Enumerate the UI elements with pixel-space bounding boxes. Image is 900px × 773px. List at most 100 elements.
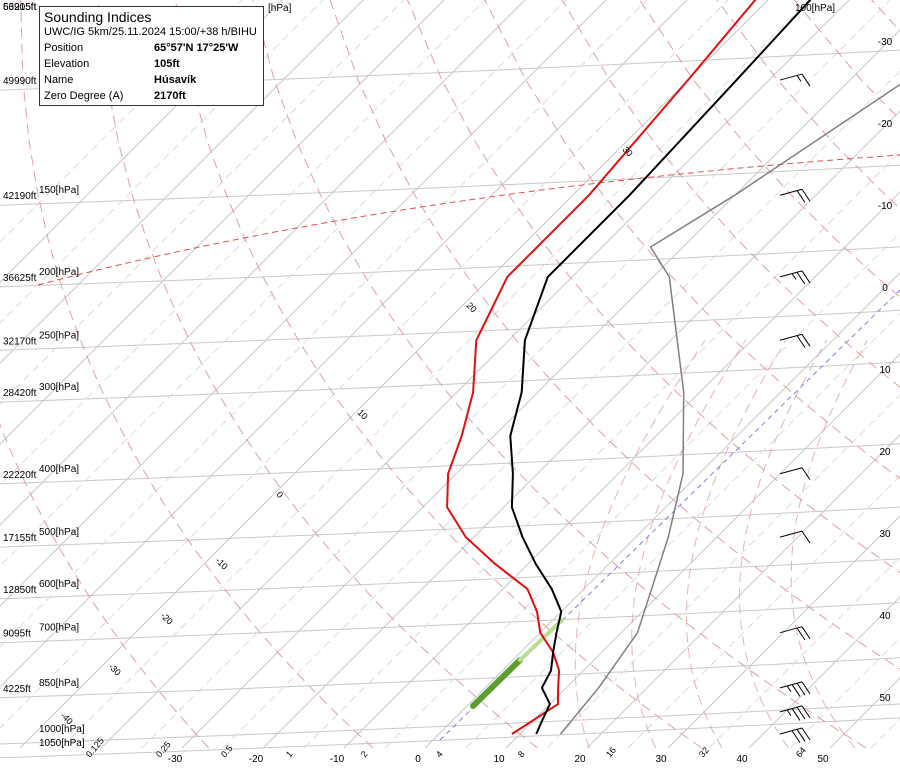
wind-barb-flag [801, 73, 811, 87]
isotherm-dashed-line [465, 313, 900, 749]
right-temperature-tick: 0 [882, 283, 888, 294]
wind-barb [779, 681, 811, 697]
top-pressure-label: 100[hPa] [795, 3, 835, 14]
isotherm-dashed-line [708, 556, 900, 749]
mixing-ratio-label: 4 [434, 749, 445, 759]
dry-adiabat-line [20, 0, 374, 749]
pressure-label: 200[hPa] [39, 267, 79, 278]
position-value: 65°57'N 17°25'W [154, 42, 239, 54]
wind-barb-flag [791, 730, 801, 743]
isotherm-line [343, 191, 900, 749]
bottom-temperature-tick: 20 [574, 754, 586, 765]
isobar-line [0, 602, 900, 644]
dry-adiabat-line [252, 0, 867, 749]
wind-barb-flag [791, 684, 801, 697]
wind-barb [779, 705, 811, 721]
mixing-ratio-label: 0.125 [84, 736, 106, 760]
altitude-label: 49990ft [3, 76, 37, 87]
pressure-label: 850[hPa] [39, 678, 79, 689]
wind-barb-staff [779, 705, 803, 713]
right-temperature-tick: 30 [879, 529, 891, 540]
isotherm-dashed-line [303, 151, 900, 749]
isotherm-line [424, 272, 900, 749]
wind-barb [779, 467, 811, 481]
wind-barb-flag [791, 708, 801, 721]
wind-barb-staff [779, 188, 803, 196]
dry-adiabat-line [406, 0, 900, 573]
right-temperature-tick: 40 [879, 611, 891, 622]
altitude-label: 4225ft [3, 684, 31, 695]
isotherm-dashed-line [0, 0, 729, 729]
isobar-line [0, 309, 900, 351]
pressure-label: 500[hPa] [39, 527, 79, 538]
pressure-label: 600[hPa] [39, 579, 79, 590]
wind-barb [779, 188, 811, 203]
right-temperature-tick: -10 [878, 201, 893, 212]
wind-barb-staff [779, 467, 803, 475]
dewpoint-profile [509, 0, 812, 735]
isotherm-dashed-line [222, 70, 900, 749]
right-temperature-tick: -20 [878, 119, 893, 130]
altitude-label: 9095ft [3, 629, 31, 640]
wind-barb-flag [801, 334, 811, 347]
pressure-label: 1000[hPa] [39, 724, 85, 735]
isotherm-line [0, 0, 688, 688]
axis-labels: 63215ft56905ft49990ft42190ft36625ft32170… [3, 2, 893, 765]
wind-barb-flag [796, 271, 806, 285]
mixing-ratio-label: 32 [697, 745, 711, 759]
wind-barb-flag [801, 626, 811, 639]
isotherm-line [0, 0, 445, 445]
wind-barb-flag [796, 729, 806, 742]
isotherm-line [586, 434, 900, 749]
wind-barbs [779, 73, 811, 743]
mixing-ratio-label: 2 [359, 749, 370, 759]
wind-barb-flag [796, 190, 806, 203]
wind-barb [779, 530, 811, 544]
isotherm-line [19, 0, 769, 749]
dry-adiabat-line [97, 0, 538, 749]
freezing-level-line [37, 154, 900, 286]
wind-barb-staff [779, 626, 803, 634]
isotherm-label: -30 [107, 661, 123, 677]
name-row: Name Húsavík [40, 72, 263, 88]
wind-barb-staff [779, 333, 803, 341]
wind-barb-flag [801, 705, 811, 719]
mixing-ratio-label: 64 [794, 745, 808, 759]
isobar-line [0, 717, 900, 759]
moist-adiabat-line [790, 340, 868, 749]
altitude-label: 36625ft [3, 273, 37, 284]
moist-adiabat-line [738, 340, 828, 749]
pressure-label: 1050[hPa] [39, 738, 85, 749]
pressure-label: 300[hPa] [39, 382, 79, 393]
bottom-temperature-tick: 30 [655, 754, 667, 765]
dry-adiabat-line [0, 423, 210, 749]
moist-adiabat-line [631, 340, 747, 749]
isotherm-line [100, 0, 850, 749]
right-temperature-tick: 10 [879, 365, 891, 376]
lcl-marker [470, 657, 523, 709]
wind-barb [779, 333, 811, 348]
wind-barb-staff [779, 681, 803, 689]
panel-subtitle: UWC/IG 5km/25.11.2024 15:00/+38 h/BIHU [44, 26, 257, 38]
wind-barb-half [786, 709, 792, 717]
pressure-label: 250[hPa] [39, 330, 79, 341]
wind-barb-flag [801, 188, 811, 202]
zero-degree-value: 2170ft [154, 90, 186, 102]
wind-barb-flag [796, 706, 806, 720]
isobar-line [0, 558, 900, 600]
isotherm-dashed-line [0, 0, 324, 324]
temperature-profile [446, 0, 757, 735]
isotherm-line [181, 29, 900, 749]
moist-adiabat-line [574, 340, 706, 749]
elevation-key: Elevation [44, 58, 90, 70]
isotherm-dashed-line [627, 475, 900, 749]
mixing-ratio-label: 0.5 [219, 743, 235, 759]
isotherm-dashed-line [60, 0, 810, 749]
isotherm-line [505, 353, 900, 749]
dry-adiabat-line [174, 0, 702, 749]
mixing-ratio-label: 16 [604, 745, 618, 759]
wind-barb-flag [796, 682, 806, 696]
bottom-temperature-tick: -10 [330, 754, 345, 765]
